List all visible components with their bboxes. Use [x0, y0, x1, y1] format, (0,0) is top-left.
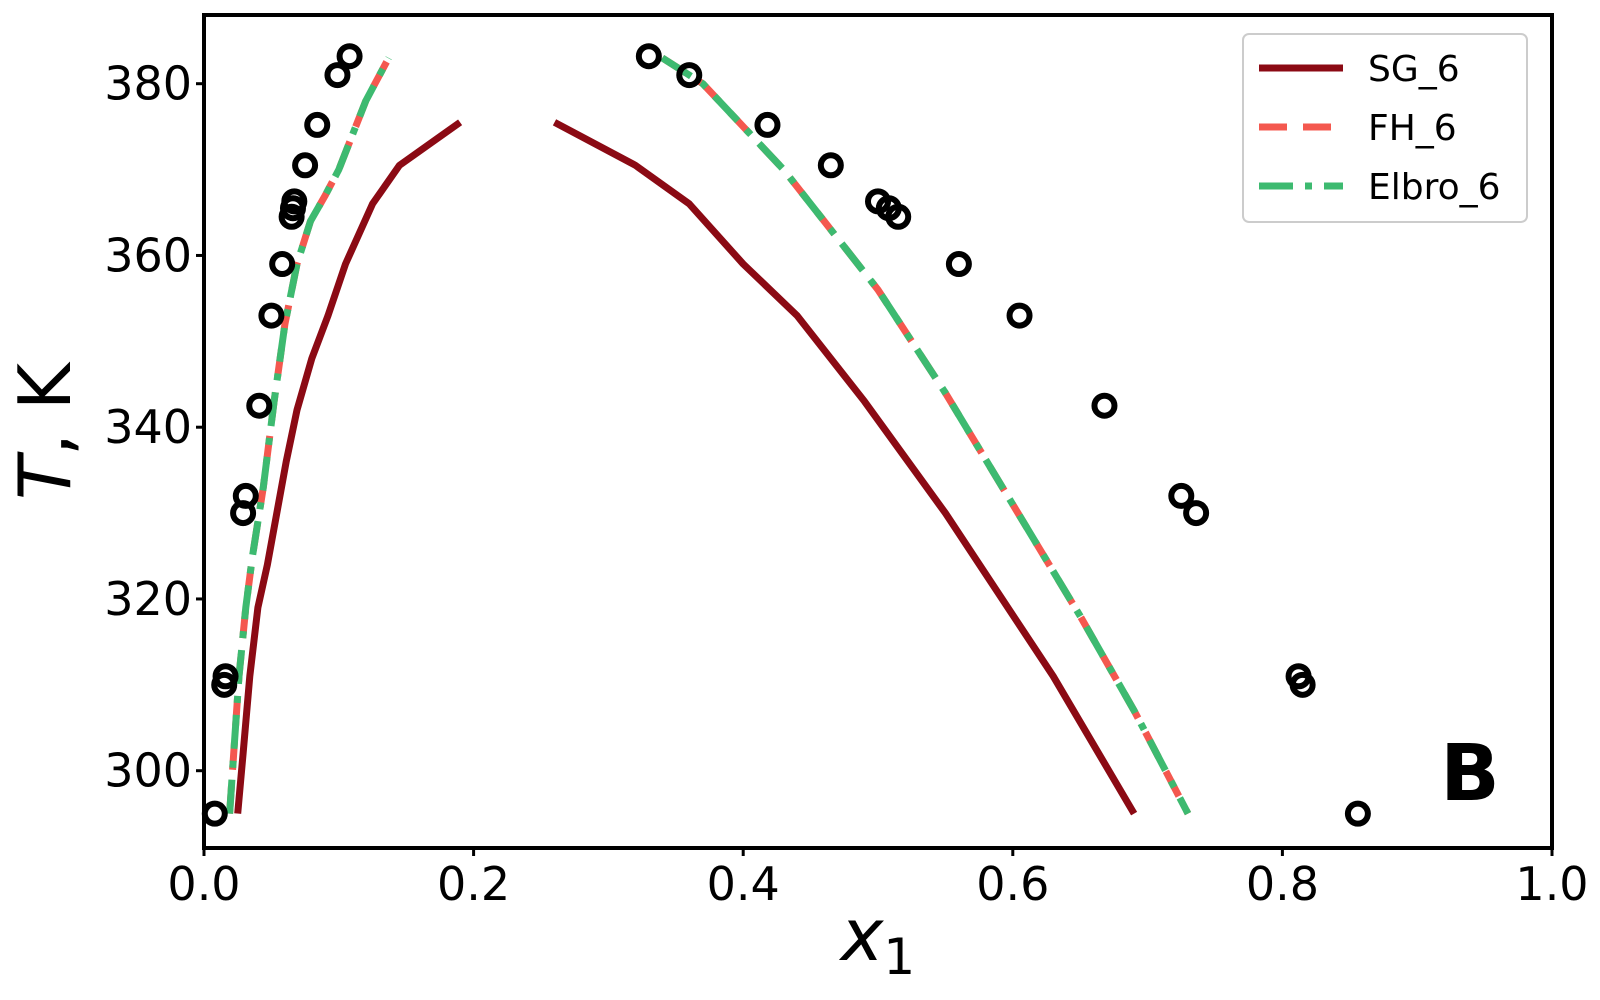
y-tick-label: 380	[104, 57, 192, 111]
data-point	[885, 203, 912, 230]
x-axis-title: x1	[839, 893, 915, 986]
x-tick-label: 0.0	[167, 857, 240, 911]
x-axis-title-main: x	[839, 893, 885, 977]
legend-label: Elbro_6	[1368, 167, 1501, 208]
x-tick-label: 0.8	[1246, 857, 1319, 911]
plot-frame	[202, 13, 1554, 850]
y-axis-title-unit: , K	[3, 361, 87, 456]
legend: SG_6 FH_6 Elbro_6	[1242, 33, 1528, 223]
data-point	[212, 663, 239, 690]
x-tick-label: 0.6	[976, 857, 1049, 911]
series-line	[552, 119, 1138, 816]
x-axis: 0.0 0.2 0.4 0.6 0.8 1.0	[167, 848, 1589, 911]
series-line	[226, 56, 392, 814]
data-point	[246, 392, 273, 419]
plot-area	[201, 43, 1371, 827]
y-axis-title: T, K	[3, 361, 87, 500]
x-tick-label: 0.2	[437, 857, 510, 911]
data-point	[1168, 482, 1195, 509]
x-tick-label: 1.0	[1515, 857, 1588, 911]
data-point	[1183, 500, 1210, 527]
legend-label: SG_6	[1368, 49, 1460, 90]
experimental-points	[201, 43, 1371, 827]
x-axis-title-subscript: 1	[883, 928, 915, 986]
data-point	[258, 302, 285, 329]
data-point	[304, 111, 331, 138]
data-point	[817, 152, 844, 179]
legend-box	[1242, 33, 1528, 223]
data-point	[232, 482, 259, 509]
data-point	[754, 111, 781, 138]
data-point	[1091, 392, 1118, 419]
y-tick-label: 360	[104, 228, 192, 282]
y-axis-title-symbol: T	[3, 451, 87, 500]
y-axis: 300 320 340 360 380	[104, 57, 204, 798]
y-tick-label: 340	[104, 400, 192, 454]
legend-label: FH_6	[1368, 108, 1457, 149]
data-point	[324, 62, 351, 89]
data-point	[1289, 671, 1316, 698]
data-point	[1006, 302, 1033, 329]
panel-label: B	[1440, 729, 1499, 819]
series-line	[660, 54, 1192, 816]
data-point	[281, 188, 308, 215]
y-tick-label: 300	[104, 744, 192, 798]
series-Elbro_6	[226, 54, 1192, 816]
data-point	[635, 43, 662, 70]
data-point	[269, 251, 296, 278]
y-tick-label: 320	[104, 572, 192, 626]
series-line	[660, 54, 1192, 816]
data-point	[336, 43, 363, 70]
data-point	[1344, 800, 1371, 827]
data-point	[676, 62, 703, 89]
series-SG_6	[234, 119, 1138, 816]
x-tick-label: 0.4	[707, 857, 780, 911]
data-point	[945, 251, 972, 278]
data-point	[292, 152, 319, 179]
series-line	[234, 119, 463, 814]
